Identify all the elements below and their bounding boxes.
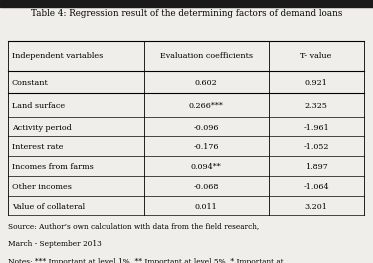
Text: -0.096: -0.096 <box>193 124 219 132</box>
Text: 0.921: 0.921 <box>305 79 327 87</box>
Text: 3.201: 3.201 <box>305 203 327 210</box>
Text: -0.068: -0.068 <box>193 183 219 191</box>
Text: Value of collateral: Value of collateral <box>12 203 85 210</box>
Text: Independent variables: Independent variables <box>12 52 103 60</box>
Text: Activity period: Activity period <box>12 124 72 132</box>
Text: Source: Author’s own calculation with data from the field research,: Source: Author’s own calculation with da… <box>8 222 260 230</box>
Text: Other incomes: Other incomes <box>12 183 72 191</box>
Text: -1.052: -1.052 <box>303 143 329 151</box>
Bar <box>0 0 373 7</box>
Text: Land surface: Land surface <box>12 102 65 110</box>
Text: 0.011: 0.011 <box>195 203 217 210</box>
Text: Notes: *** Important at level 1%, ** Important at level 5%, * Important at: Notes: *** Important at level 1%, ** Imp… <box>8 258 284 263</box>
Text: 0.266***: 0.266*** <box>189 102 223 110</box>
Text: Incomes from farms: Incomes from farms <box>12 163 94 171</box>
Text: -1.064: -1.064 <box>303 183 329 191</box>
Text: T- value: T- value <box>300 52 332 60</box>
Text: Evaluation coefficients: Evaluation coefficients <box>160 52 253 60</box>
Text: Constant: Constant <box>12 79 49 87</box>
Text: -1.961: -1.961 <box>303 124 329 132</box>
Text: March - September 2013: March - September 2013 <box>8 240 102 248</box>
Text: 0.602: 0.602 <box>195 79 217 87</box>
Text: 2.325: 2.325 <box>305 102 327 110</box>
Text: -0.176: -0.176 <box>193 143 219 151</box>
Text: Table 4: Regression result of the determining factors of demand loans: Table 4: Regression result of the determ… <box>31 9 342 18</box>
Text: 0.094**: 0.094** <box>191 163 222 171</box>
Text: Interest rate: Interest rate <box>12 143 63 151</box>
Text: 1.897: 1.897 <box>305 163 327 171</box>
